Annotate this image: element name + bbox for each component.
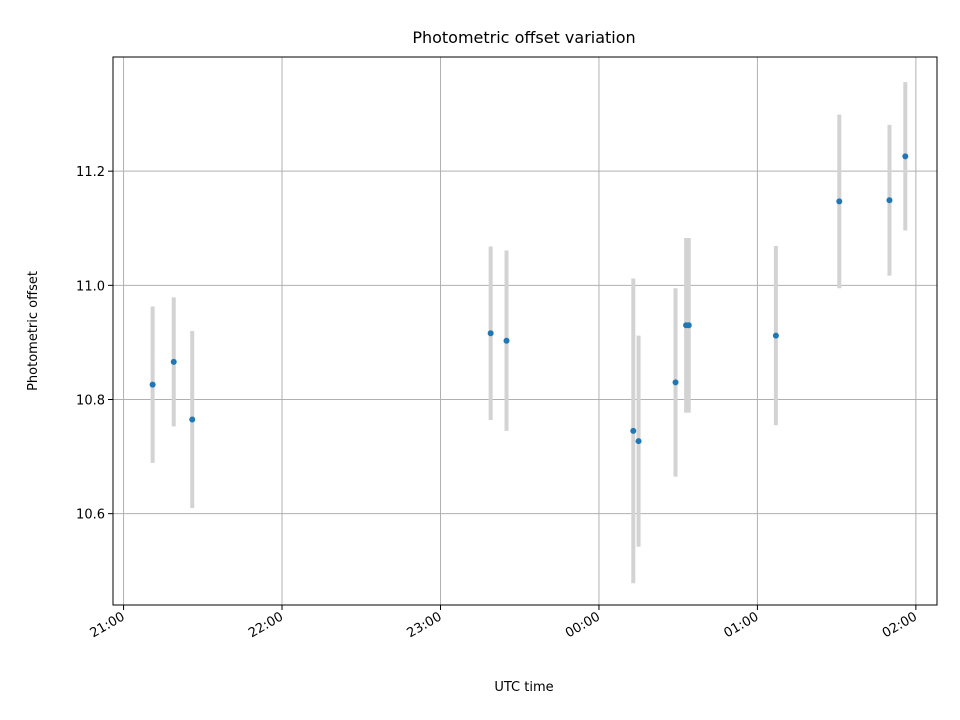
y-axis-ticks: 10.6 10.8 11.0 11.2: [76, 165, 113, 523]
x-tick-label: 02:00: [880, 609, 920, 641]
data-point: [836, 198, 843, 205]
x-tick-label: 23:00: [405, 609, 445, 641]
x-tick-label: 21:00: [88, 609, 128, 641]
x-axis-label: UTC time: [494, 680, 553, 695]
x-axis-ticks: 21:00 22:00 23:00 00:00 01:00 02:00: [88, 605, 920, 641]
data-points: [149, 153, 909, 445]
grid: [113, 57, 937, 605]
chart-title: Photometric offset variation: [412, 28, 635, 47]
data-point: [503, 337, 510, 344]
data-point: [170, 358, 177, 365]
y-tick-label: 10.6: [76, 508, 105, 523]
x-tick-label: 22:00: [246, 609, 286, 641]
y-tick-label: 11.0: [76, 279, 105, 294]
data-point: [685, 322, 692, 329]
error-bars: [150, 82, 908, 584]
y-axis-label: Photometric offset: [26, 271, 41, 391]
data-point: [886, 197, 893, 204]
data-point: [189, 416, 196, 423]
data-point: [772, 332, 779, 339]
data-point: [630, 427, 637, 434]
data-point: [672, 379, 679, 386]
x-tick-label: 01:00: [721, 609, 761, 641]
y-tick-label: 10.8: [76, 394, 105, 409]
plot-frame: [112, 56, 938, 606]
y-tick-label: 11.2: [76, 165, 105, 180]
data-point: [902, 153, 909, 160]
data-point: [487, 330, 494, 337]
x-tick-label: 00:00: [563, 609, 603, 641]
data-point: [635, 438, 642, 445]
data-point: [149, 381, 156, 388]
